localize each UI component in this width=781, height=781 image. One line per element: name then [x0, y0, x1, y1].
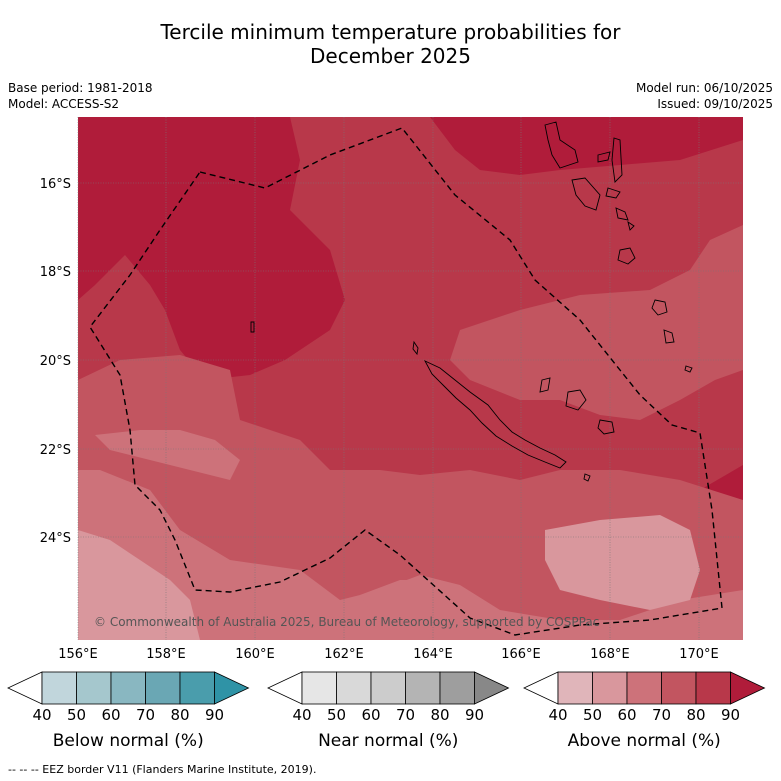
aneityum-island: [684, 365, 693, 373]
colorbar-low-arrow: [267, 671, 303, 705]
probability-fields: [78, 117, 743, 640]
title-line-1: Tercile minimum temperature probabilitie…: [160, 20, 621, 44]
colorbar-cell: [179, 671, 215, 705]
colorbar-cell: [626, 671, 662, 705]
lon-tick: 170°E: [679, 647, 719, 662]
lifou-island: [565, 389, 587, 411]
base-period: Base period: 1981-2018: [8, 81, 153, 95]
colorbar-cell: [661, 671, 697, 705]
colorbar-cell: [145, 671, 181, 705]
colorbar-cell: [592, 671, 628, 705]
lat-tick: 24°S: [40, 531, 71, 546]
field-above-50-southeast: [545, 515, 700, 610]
graticule: [77, 117, 743, 640]
lon-tick: 164°E: [413, 647, 453, 662]
colorbar-tick: 90: [205, 706, 224, 724]
lat-tick-labels: 16°S 18°S 20°S 22°S 24°S: [40, 177, 71, 546]
belep-islands: [412, 340, 419, 356]
colorbar-high-arrow: [730, 671, 766, 705]
ouvea-island: [539, 377, 551, 393]
field-above-60-central: [360, 580, 470, 620]
colorbar-tick: 80: [430, 706, 449, 724]
run-info: Model run: 06/10/2025 Issued: 09/10/2025: [636, 80, 773, 112]
colorbar-cell: [41, 671, 77, 705]
erromango-island: [651, 299, 668, 316]
colorbar-tick: 70: [136, 706, 155, 724]
espiritu-santo: [544, 121, 579, 169]
lon-tick: 168°E: [590, 647, 630, 662]
lon-tick: 160°E: [235, 647, 275, 662]
lat-tick: 22°S: [40, 443, 71, 458]
new-caledonia-island: [423, 360, 567, 469]
colorbar-cell: [439, 671, 475, 705]
model-name: Model: ACCESS-S2: [8, 97, 120, 111]
colorbar-cell: [110, 671, 146, 705]
map-title: Tercile minimum temperature probabilitie…: [0, 20, 781, 68]
colorbar-label: Near normal (%): [318, 731, 458, 751]
colorbar-cell: [405, 671, 441, 705]
colorbar-tick: 70: [396, 706, 415, 724]
colorbar-tick: 90: [465, 706, 484, 724]
colorbar-cell: [336, 671, 372, 705]
lat-tick: 20°S: [40, 354, 71, 369]
colorbar-tick: 50: [327, 706, 346, 724]
ambrym-islets: [605, 187, 635, 231]
field-above-90-northeast: [430, 117, 743, 175]
eez-legend: -- -- -- EEZ border V11 (Flanders Marine…: [8, 763, 317, 776]
model-info: Base period: 1981-2018 Model: ACCESS-S2: [8, 80, 153, 112]
colorbar-cell: [301, 671, 337, 705]
colorbar-tick: 70: [652, 706, 671, 724]
mare-island: [597, 419, 615, 435]
title-line-2: December 2025: [310, 44, 471, 68]
colorbar-low-arrow: [7, 671, 43, 705]
lat-tick: 16°S: [40, 177, 71, 192]
lon-tick: 156°E: [58, 647, 98, 662]
lon-tick: 166°E: [501, 647, 541, 662]
colorbar-tick: 60: [617, 706, 636, 724]
colorbar-tick: 50: [67, 706, 86, 724]
chesterfield-islands: [250, 321, 255, 333]
colorbar-label: Above normal (%): [568, 731, 721, 751]
colorbar-tick: 40: [292, 706, 311, 724]
colorbar-tick: 50: [583, 706, 602, 724]
colorbar-high-arrow: [474, 671, 510, 705]
efate-island: [617, 247, 636, 265]
vanuatu-north-islets: [597, 137, 623, 183]
colorbar-label: Below normal (%): [53, 731, 204, 751]
colorbar-tick: 80: [170, 706, 189, 724]
field-above-70-east: [450, 225, 743, 420]
colorbar-tick: 60: [101, 706, 120, 724]
colorbar-tick: 40: [548, 706, 567, 724]
colorbar-cell: [370, 671, 406, 705]
model-run: Model run: 06/10/2025: [635, 81, 773, 95]
tanna-island: [663, 329, 675, 344]
lon-tick-labels: 156°E 158°E 160°E 162°E 164°E 166°E 168°…: [58, 647, 719, 662]
colorbar-cell: [695, 671, 731, 705]
malekula-island: [571, 177, 601, 211]
colorbar-cell: [76, 671, 112, 705]
colorbar-2: 40 50 60 70 80 90 Near normal (%): [267, 671, 510, 751]
lon-tick: 162°E: [324, 647, 364, 662]
colorbar-cell: [557, 671, 593, 705]
field-above-50-southwest: [78, 530, 200, 640]
colorbar-high-arrow: [214, 671, 250, 705]
lon-tick: 158°E: [146, 647, 186, 662]
copyright-notice: © Commonwealth of Australia 2025, Bureau…: [94, 615, 599, 629]
colorbar-tick: 60: [361, 706, 380, 724]
colorbar-tick: 40: [32, 706, 51, 724]
lat-tick: 18°S: [40, 265, 71, 280]
isle-of-pines: [583, 473, 591, 482]
field-above-60-south: [78, 470, 743, 640]
colorbar-tick: 80: [686, 706, 705, 724]
colorbar-tick: 90: [721, 706, 740, 724]
issued-date: Issued: 09/10/2025: [657, 97, 773, 111]
colorbar-low-arrow: [523, 671, 559, 705]
